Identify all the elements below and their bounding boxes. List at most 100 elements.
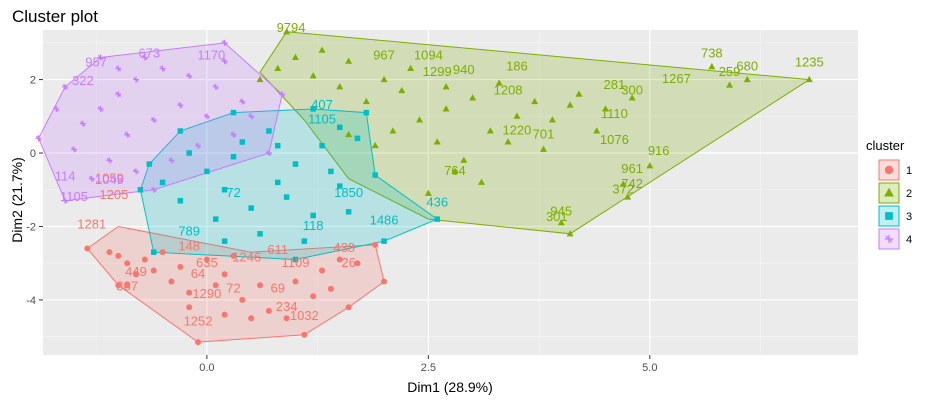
legend-item-3: 3 (878, 205, 912, 227)
cluster-2-point (478, 178, 486, 185)
cluster-1-point (115, 282, 122, 289)
cluster-3-point (159, 179, 166, 186)
cluster-2-point (805, 75, 813, 83)
cluster-3-point (337, 124, 343, 131)
cluster-2-point (283, 28, 291, 35)
cluster-3-point (137, 186, 144, 193)
cluster-4-point-label: 114 (55, 169, 76, 184)
cluster-2-point (619, 180, 627, 187)
cluster-4-point (79, 120, 86, 127)
cluster-3-point (283, 194, 290, 200)
cluster-2-point (362, 97, 370, 105)
cluster-2-point-label: 9794 (277, 20, 306, 35)
y-axis-ticks: -4 -2 0 2 (26, 75, 43, 307)
cluster-1-point-label: 449 (125, 264, 147, 279)
cluster-4-point (203, 113, 210, 120)
cluster-1-point (336, 256, 343, 263)
cluster-3-point (230, 153, 237, 160)
legend-key-marker (884, 165, 894, 175)
cluster-2-point-label: 742 (621, 176, 643, 191)
cluster-3-point (230, 109, 237, 116)
cluster-2-point (593, 127, 601, 134)
cluster-3-point (292, 161, 299, 167)
cluster-2-point (291, 53, 299, 61)
cluster-4-point (150, 186, 157, 193)
cluster-3-point (310, 212, 316, 219)
cluster-2-point (486, 127, 494, 134)
cluster-4-point-label: 322 (72, 73, 94, 88)
cluster-2-point-label: 259 (719, 64, 741, 79)
x-tick-label: 0.0 (199, 362, 214, 374)
cluster-1-point (221, 311, 228, 318)
cluster-2-point (451, 167, 459, 174)
cluster-1-point-label: 1205 (99, 187, 128, 202)
cluster-1-point (301, 331, 308, 338)
cluster-1-point (124, 260, 131, 267)
cluster-2-hull (259, 31, 811, 235)
cluster-1-point-label: 635 (196, 255, 218, 270)
cluster-2-point-label: 940 (453, 62, 475, 77)
cluster-2-point-label: 945 (550, 203, 572, 218)
legend-key-marker (885, 212, 893, 220)
cluster-1-point (115, 252, 122, 259)
legend-item-4: 4 (878, 228, 912, 250)
cluster-4-point (195, 142, 202, 149)
cluster-1-point (84, 245, 91, 252)
cluster-3-point (434, 216, 440, 222)
cluster-3-point (204, 168, 210, 175)
cluster-1-point (239, 296, 246, 303)
cluster-2-point (531, 97, 539, 105)
legend-title: cluster (866, 138, 905, 153)
cluster-3-point (177, 198, 184, 204)
cluster-1-point (141, 256, 148, 263)
cluster-2-point (575, 90, 583, 97)
cluster-3-point-label: 72 (226, 185, 240, 200)
cluster-2-point (433, 138, 441, 145)
y-tick-label: 2 (30, 75, 36, 87)
cluster-4-point (159, 65, 166, 72)
cluster-2-point (557, 219, 565, 226)
cluster-2-point (460, 156, 468, 163)
cluster-3-point (257, 231, 263, 237)
cluster-3-point (221, 186, 228, 193)
x-axis-title: Dim1 (28.9%) (407, 379, 493, 395)
cluster-4-point (97, 105, 104, 112)
cluster-4-point (115, 65, 122, 72)
cluster-2-point (442, 105, 450, 112)
cluster-1-point (292, 278, 299, 285)
cluster-1-point (133, 271, 140, 278)
cluster-1-point (381, 278, 388, 285)
cluster-2-point-label: 1076 (600, 132, 629, 147)
cluster-2-point-label: 961 (621, 161, 643, 176)
legend-key-marker (884, 234, 894, 244)
cluster-3-point (363, 109, 370, 116)
cluster-2-point (469, 94, 477, 101)
cluster-3-point-label: 1105 (308, 112, 336, 127)
cluster-4-point (221, 39, 228, 46)
legend-key-marker (884, 187, 894, 197)
cluster-1-point (372, 241, 379, 248)
cluster-4-point-label: 673 (138, 46, 160, 61)
cluster-1-point-label: 69 (271, 281, 285, 296)
cluster-3-point (275, 142, 281, 149)
cluster-2-point (389, 127, 397, 134)
cluster-1-point-label: 1281 (77, 216, 106, 231)
cluster-1-point-label: 1290 (192, 286, 221, 301)
cluster-3-point (292, 256, 299, 263)
cluster-2-point (624, 193, 632, 200)
cluster-4-point-label: 957 (85, 55, 107, 70)
cluster-1-point (230, 252, 237, 259)
cluster-4-point (124, 131, 131, 138)
cluster-4-point (150, 116, 157, 123)
cluster-2-point-label: 1110 (601, 106, 628, 121)
cluster-1-point (248, 315, 255, 322)
cluster-4-point (133, 168, 140, 175)
legend-label: 1 (906, 165, 912, 177)
cluster-2-point-label: 1208 (494, 82, 523, 97)
cluster-3-point (146, 161, 153, 167)
cluster-3-point-label: 407 (311, 97, 333, 112)
cluster-2-point-label: 967 (373, 47, 395, 62)
cluster-2-point-label: 764 (444, 163, 466, 178)
cluster-3-point (177, 128, 184, 134)
